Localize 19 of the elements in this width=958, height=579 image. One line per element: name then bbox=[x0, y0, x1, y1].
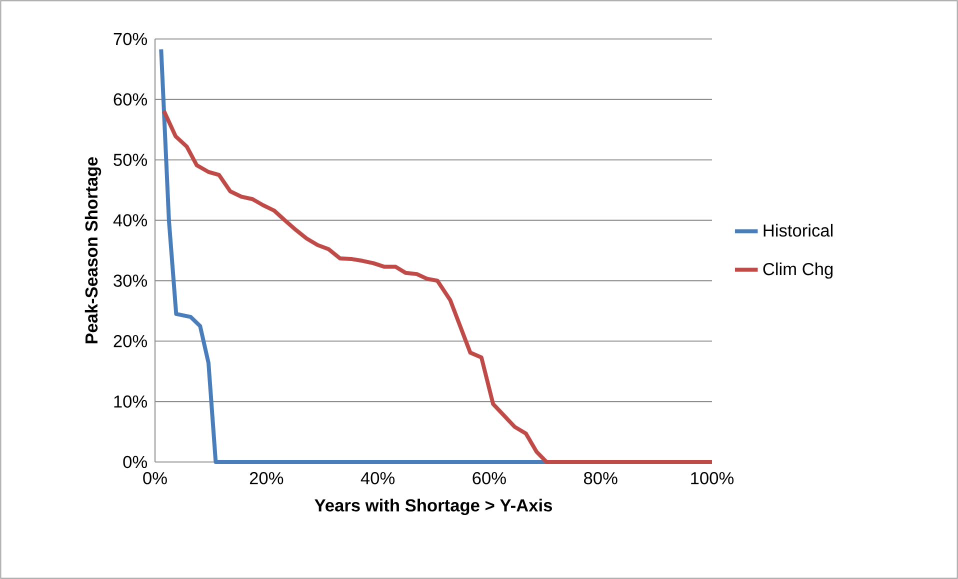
line-series bbox=[162, 108, 714, 464]
x-tick-label: 100% bbox=[691, 472, 734, 484]
x-tick-label: 40% bbox=[360, 472, 395, 484]
y-tick-label: 40% bbox=[113, 214, 148, 226]
legend-label: Historical bbox=[764, 224, 833, 237]
x-tick-label: 20% bbox=[250, 472, 284, 484]
y-tick-label: 50% bbox=[114, 154, 148, 166]
x-tick-label: 0% bbox=[143, 472, 167, 484]
y-tick-label: 70% bbox=[114, 32, 148, 46]
x-axis-title: Years with Shortage > Y-Axis bbox=[314, 498, 552, 516]
legend-label: Clim Chg bbox=[763, 262, 833, 279]
y-tick-label: 30% bbox=[114, 274, 148, 287]
y-tick-label: 20% bbox=[114, 334, 148, 348]
x-tick-label: 60% bbox=[472, 472, 506, 484]
y-tick-label: 10% bbox=[114, 395, 148, 408]
y-axis-title: Peak-Season Shortage bbox=[84, 157, 102, 344]
y-tick-label: 0% bbox=[123, 456, 148, 468]
x-tick-label: 80% bbox=[584, 472, 618, 484]
y-tick-label: 60% bbox=[114, 93, 148, 106]
